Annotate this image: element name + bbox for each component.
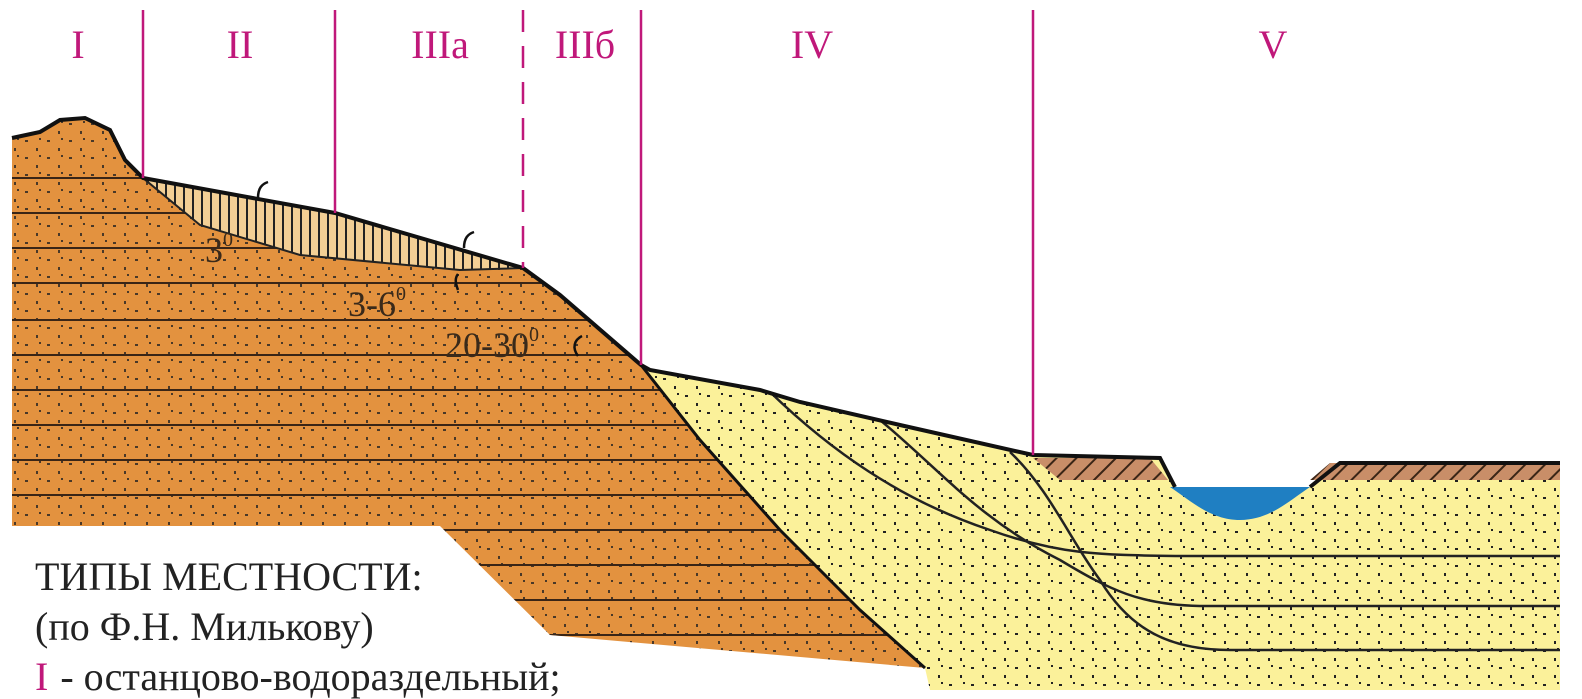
zone-label: IIIб (555, 22, 615, 67)
zone-label: I (71, 22, 84, 67)
legend-title: ТИПЫ МЕСТНОСТИ: (35, 554, 423, 599)
zone-label: IIIa (411, 22, 469, 67)
zone-label: II (227, 22, 254, 67)
cross-section: I II IIIa IIIб IV V 30 3-60 20-300 ТИПЫ … (0, 0, 1582, 699)
alluvium (1310, 463, 1560, 480)
legend-item: I- останцово-водораздельный; (35, 654, 561, 699)
slope-label: 20-300 (445, 324, 539, 365)
zone-label: V (1259, 22, 1288, 67)
legend-source: (по Ф.Н. Милькову) (35, 604, 374, 649)
zone-label: IV (791, 22, 833, 67)
